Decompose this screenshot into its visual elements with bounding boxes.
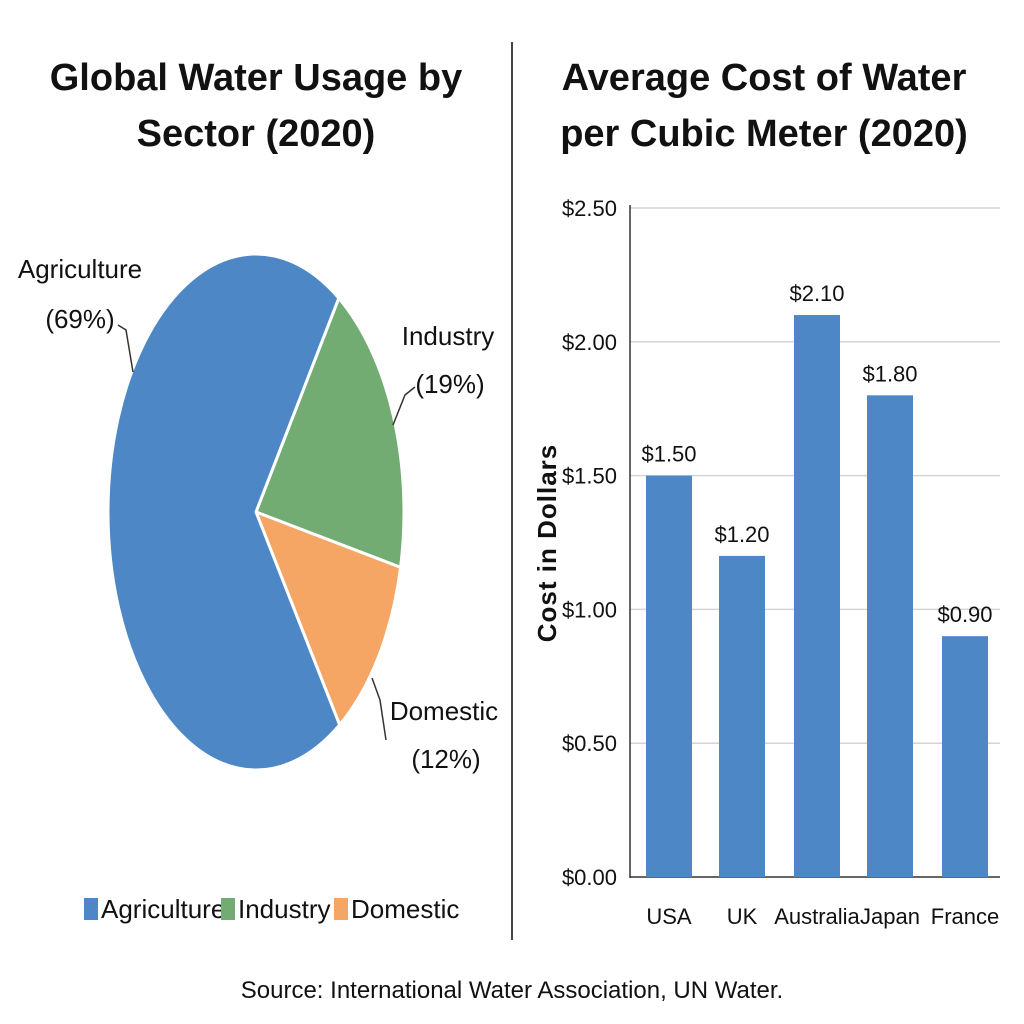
bar-y-tick-label: $1.50 bbox=[562, 464, 617, 489]
pie-label-agriculture-pct: (69%) bbox=[45, 304, 114, 334]
bar-y-tick-label: $0.00 bbox=[562, 865, 617, 890]
bar-y-tick-labels: $0.00 $0.50 $1.00 $1.50 $2.00 $2.50 bbox=[562, 196, 617, 890]
bar-x-tick-label: Australia bbox=[774, 904, 860, 929]
legend-swatch-industry bbox=[221, 898, 235, 920]
bar-y-axis-label: Cost in Dollars bbox=[532, 444, 562, 642]
bar-bars bbox=[646, 315, 988, 877]
legend-swatch-agriculture bbox=[84, 898, 98, 920]
bar-y-tick-label: $0.50 bbox=[562, 731, 617, 756]
pie-leader-industry bbox=[392, 386, 416, 426]
bar-japan bbox=[867, 395, 913, 877]
bar-x-tick-label: France bbox=[931, 904, 999, 929]
bar-title-line-2: per Cubic Meter (2020) bbox=[560, 113, 968, 155]
bar-x-tick-label: USA bbox=[646, 904, 692, 929]
bar-france bbox=[942, 636, 988, 877]
bar-x-tick-labels: USA UK Australia Japan France bbox=[646, 904, 999, 929]
bar-value-labels: $1.50 $1.20 $2.10 $1.80 $0.90 bbox=[641, 281, 992, 627]
legend-label-industry: Industry bbox=[238, 894, 331, 924]
pie-title-line-2: Sector (2020) bbox=[137, 113, 376, 155]
pie-slice-domestic bbox=[253, 509, 403, 728]
bar-value-label: $1.80 bbox=[862, 361, 917, 386]
pie-slices bbox=[106, 252, 406, 772]
bar-y-tick-label: $2.00 bbox=[562, 330, 617, 355]
bar-y-tick-label: $2.50 bbox=[562, 196, 617, 221]
bar-uk bbox=[719, 555, 765, 877]
pie-label-domestic-name: Domestic bbox=[390, 696, 498, 726]
bar-value-label: $0.90 bbox=[937, 602, 992, 627]
legend-swatch-domestic bbox=[334, 898, 348, 920]
bar-title-line-1: Average Cost of Water bbox=[562, 57, 967, 99]
legend-label-domestic: Domestic bbox=[351, 894, 459, 924]
legend-label-agriculture: Agriculture bbox=[101, 894, 225, 924]
pie-label-industry-name: Industry bbox=[402, 321, 495, 351]
source-note: Source: International Water Association,… bbox=[241, 977, 783, 1004]
pie-title-line-1: Global Water Usage by bbox=[50, 57, 462, 99]
pie-slice-agriculture bbox=[106, 252, 342, 772]
bar-australia bbox=[794, 315, 840, 877]
bar-value-label: $2.10 bbox=[789, 281, 844, 306]
bar-y-tick-label: $1.00 bbox=[562, 597, 617, 622]
bar-x-tick-label: UK bbox=[727, 904, 758, 929]
bar-usa bbox=[646, 475, 692, 877]
pie-label-agriculture-name: Agriculture bbox=[18, 254, 142, 284]
pie-leader-agriculture bbox=[117, 324, 134, 373]
bar-x-tick-label: Japan bbox=[860, 904, 920, 929]
pie-slice-industry bbox=[254, 295, 406, 570]
pie-label-industry-pct: (19%) bbox=[415, 369, 484, 399]
bar-value-label: $1.50 bbox=[641, 442, 696, 467]
pie-leader-domestic bbox=[371, 677, 387, 741]
bar-value-label: $1.20 bbox=[714, 522, 769, 547]
pie-label-domestic-pct: (12%) bbox=[411, 744, 480, 774]
